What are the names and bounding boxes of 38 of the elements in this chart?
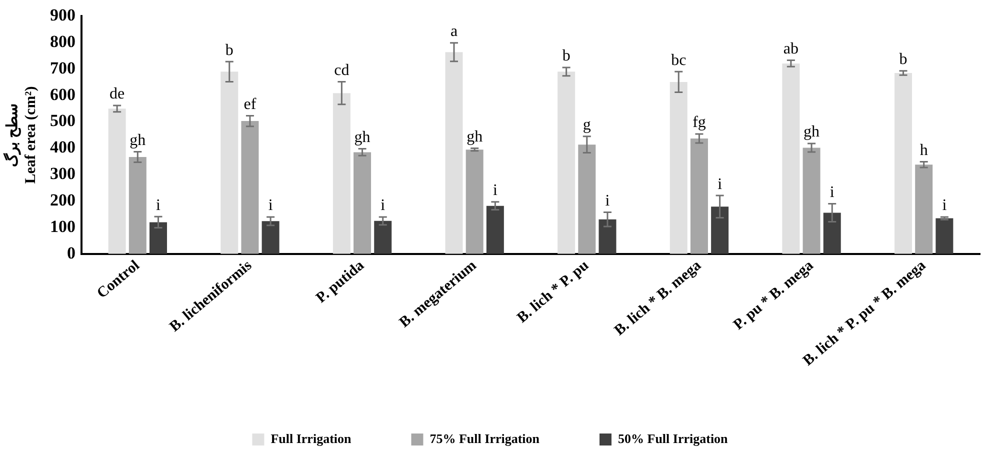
data-label: i [830, 184, 835, 201]
data-label: i [380, 197, 386, 214]
data-label: i [268, 197, 274, 214]
data-label: gh [354, 129, 370, 146]
data-label: i [718, 176, 723, 193]
data-label: cd [334, 62, 350, 79]
data-label: g [582, 116, 591, 134]
y-tick-label: 300 [50, 164, 76, 184]
data-label: b [562, 48, 570, 65]
y-tick-label: 800 [50, 32, 76, 52]
data-label: gh [466, 128, 483, 146]
data-label: h [920, 142, 928, 159]
data-label: gh [130, 132, 146, 149]
legend-label: 50% Full Irrigation [618, 430, 729, 446]
data-label: fg [692, 114, 706, 132]
y-tick-label: 400 [50, 138, 76, 157]
legend-label: 75% Full Irrigation [430, 430, 540, 446]
legend-label: Full Irrigation [270, 430, 352, 446]
data-label: i [156, 196, 162, 214]
data-label: ab [783, 40, 798, 58]
data-label: i [942, 197, 948, 214]
data-label: bc [671, 52, 686, 69]
data-label: i [492, 182, 498, 200]
y-tick-label: 0 [67, 243, 76, 262]
y-tick-label: 700 [50, 58, 76, 78]
data-label: i [605, 192, 610, 210]
x-tick-label: B. lich * P. pu [514, 258, 592, 326]
y-tick-label: 600 [50, 84, 76, 104]
data-label: ef [244, 96, 257, 113]
y-tick-label: 100 [50, 216, 76, 236]
y-tick-label: 900 [50, 6, 76, 25]
data-label: b [225, 42, 234, 59]
data-label: de [110, 86, 125, 103]
data-label: gh [804, 124, 820, 141]
y-tick-label: 500 [50, 111, 76, 130]
data-label: b [899, 51, 908, 68]
data-label: a [450, 23, 458, 40]
y-tick-label: 200 [50, 190, 76, 210]
